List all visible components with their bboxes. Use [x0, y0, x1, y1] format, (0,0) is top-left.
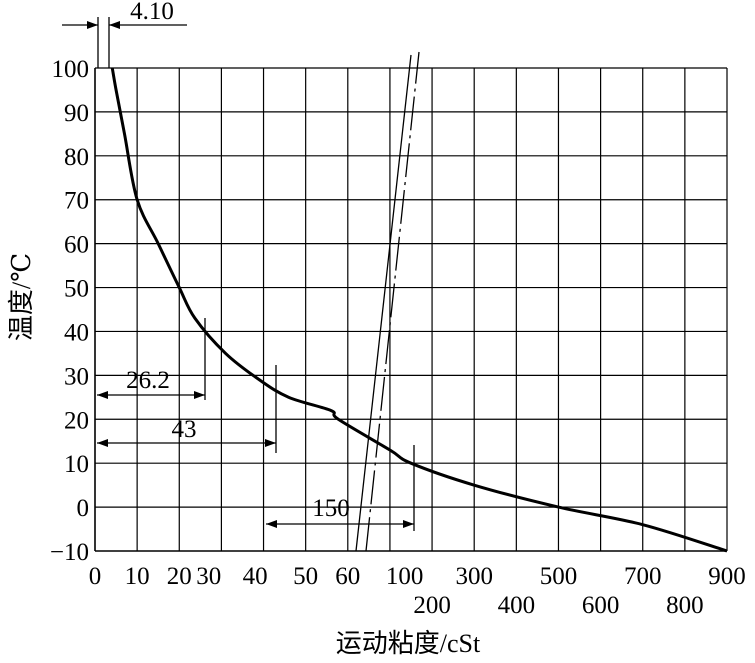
y-tick-label: 80 — [64, 144, 89, 171]
x-tick-label: 60 — [335, 563, 360, 590]
y-tick-label: 10 — [64, 451, 89, 478]
construction-lines — [355, 51, 420, 552]
y-tick-label: 40 — [64, 319, 89, 346]
x-tick-label: 30 — [196, 563, 221, 590]
arrow-head — [97, 439, 108, 447]
y-tick-label: 20 — [64, 407, 89, 434]
y-tick-label: 90 — [64, 100, 89, 127]
x-axis-ticks-top-row: 0 10 20 30 40 50 60 100 300 500 700 900 — [89, 563, 746, 590]
arrow-head — [109, 21, 120, 29]
y-axis-label: 温度/℃ — [7, 253, 36, 341]
x-tick-label: 0 — [89, 563, 102, 590]
x-tick-label: 200 — [413, 592, 451, 619]
dimension-label: 26.2 — [126, 367, 170, 394]
y-tick-label: −10 — [50, 539, 89, 566]
y-tick-label: 60 — [64, 232, 89, 259]
y-tick-label: 30 — [64, 363, 89, 390]
x-tick-label: 400 — [498, 592, 536, 619]
arrow-head — [266, 520, 277, 528]
construction-line-a — [355, 54, 412, 552]
dimension-label: 4.10 — [130, 0, 174, 25]
y-tick-label: 70 — [64, 188, 89, 215]
construction-line-b — [365, 51, 420, 552]
x-tick-label: 300 — [455, 563, 493, 590]
arrow-head — [97, 391, 108, 399]
dimension-label: 150 — [312, 495, 350, 522]
y-tick-label: 50 — [64, 276, 89, 303]
arrow-head — [87, 21, 98, 29]
x-tick-label: 100 — [386, 563, 424, 590]
arrow-head — [194, 391, 205, 399]
dimension-annotations: 4.10 26.243 150 — [62, 0, 415, 531]
y-tick-label: 100 — [52, 56, 90, 83]
grid — [94, 67, 728, 552]
x-axis-label: 运动粘度/cSt — [336, 629, 481, 658]
x-tick-label: 600 — [582, 592, 620, 619]
x-tick-label: 800 — [666, 592, 704, 619]
x-tick-label: 500 — [540, 563, 578, 590]
x-tick-label: 900 — [708, 563, 746, 590]
x-tick-label: 700 — [624, 563, 662, 590]
arrow-head — [265, 439, 276, 447]
x-axis-ticks-bottom-row: 200 400 600 800 — [413, 592, 703, 619]
x-tick-label: 50 — [293, 563, 318, 590]
dimension-label: 43 — [172, 416, 197, 443]
x-tick-label: 20 — [167, 563, 192, 590]
viscosity-curve — [110, 67, 728, 553]
curve-layer — [110, 67, 728, 553]
arrow-head — [403, 520, 414, 528]
x-tick-label: 10 — [125, 563, 150, 590]
y-tick-label: 0 — [77, 495, 90, 522]
x-tick-label: 40 — [243, 563, 268, 590]
